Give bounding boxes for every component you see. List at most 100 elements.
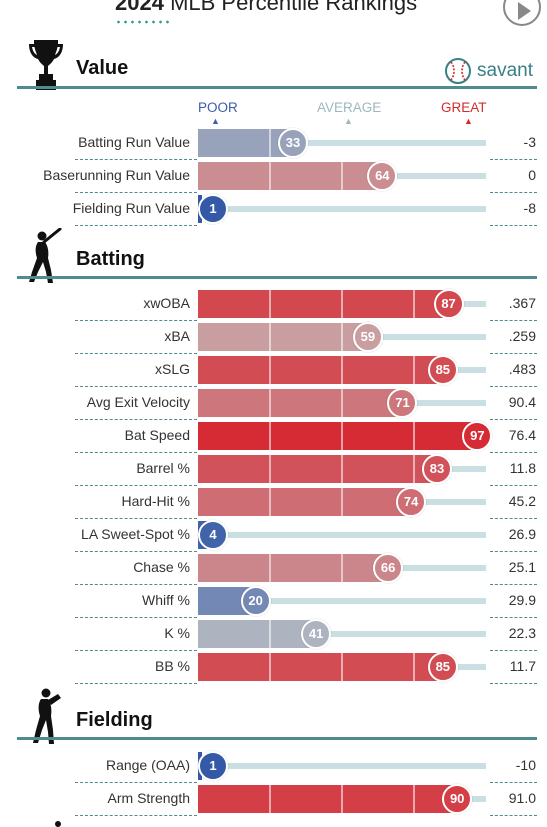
percentile-circle[interactable]: 85 [427,355,458,385]
quartile-tick [269,129,271,157]
quartile-tick [269,653,271,681]
metric-label: xwOBA [143,295,190,311]
title-text: MLB Percentile Rankings [163,0,418,15]
quartile-tick [269,290,271,318]
percentile-circle[interactable]: 90 [442,784,473,814]
baseball-icon [445,58,471,84]
percentile-bar [198,653,443,681]
metric-label: Hard-Hit % [121,493,190,509]
metric-value: 11.8 [509,460,536,476]
row-divider [75,452,197,453]
quartile-tick [341,488,343,516]
metric-value: .259 [508,328,536,344]
percentile-circle[interactable]: 41 [301,619,332,649]
section-title-fielding: Fielding [76,709,153,731]
scale-average-label: AVERAGE [317,100,382,115]
play-button[interactable] [503,0,541,26]
row-divider [75,782,197,783]
row-divider [490,353,537,354]
quartile-tick [269,162,271,190]
metric-label: BB % [154,658,190,674]
percentile-circle[interactable]: 64 [367,161,398,191]
row-divider [490,485,537,486]
average-arrow-icon: ▲ [344,116,353,126]
percentile-circle[interactable]: 97 [462,421,493,451]
percentile-bar [198,620,317,648]
metric-value: -8 [523,200,536,216]
quartile-tick [341,554,343,582]
bar-track [198,631,486,637]
percentile-circle[interactable]: 4 [198,520,228,550]
quartile-tick [413,785,415,813]
bar-track [198,140,486,146]
percentile-bar [198,488,412,516]
percentile-bar [198,455,438,483]
row-divider [75,815,197,816]
batter-icon [29,228,62,283]
quartile-tick [341,653,343,681]
row-divider [490,419,537,420]
percentile-circle[interactable]: 87 [433,289,464,319]
trophy-icon [29,40,63,90]
row-divider [490,518,537,519]
metric-label: LA Sweet-Spot % [81,526,190,542]
section-title-batting: Batting [76,248,145,270]
row-divider [75,683,197,684]
quartile-tick [341,323,343,351]
metric-label: Fielding Run Value [72,200,190,216]
quartile-tick [341,356,343,384]
play-icon [518,2,531,20]
percentile-circle[interactable]: 85 [427,652,458,682]
poor-arrow-icon: ▲ [211,116,220,126]
quartile-tick [269,323,271,351]
quartile-tick [269,389,271,417]
row-divider [75,551,197,552]
section-divider-batting [17,276,537,279]
scale-poor-label: POOR [198,100,238,115]
metric-value: 90.4 [508,394,536,410]
percentile-circle[interactable]: 1 [198,751,228,781]
bar-track [198,763,486,769]
quartile-tick [269,455,271,483]
quartile-tick [341,389,343,417]
metric-value: -10 [515,757,536,773]
percentile-circle[interactable]: 1 [198,194,228,224]
percentile-bar [198,323,368,351]
quartile-tick [269,422,271,450]
quartile-tick [413,455,415,483]
metric-value: 22.3 [508,625,536,641]
percentile-bar [198,356,443,384]
row-divider [490,320,537,321]
percentile-circle[interactable]: 66 [373,553,404,583]
percentile-bar [198,785,458,813]
metric-label: Whiff % [142,592,190,608]
row-divider [490,192,537,193]
percentile-circle[interactable]: 59 [352,322,383,352]
row-divider [490,159,537,160]
percentile-bar [198,290,449,318]
section-title-value: Value [76,57,129,79]
quartile-tick [269,620,271,648]
percentile-circle[interactable]: 20 [240,586,271,616]
metric-label: Bat Speed [124,427,190,443]
metric-label: Barrel % [136,460,190,476]
percentile-bar [198,129,294,157]
metric-label: K % [164,625,190,641]
row-divider [490,617,537,618]
quartile-tick [341,785,343,813]
savant-logo-text[interactable]: savant [477,60,533,81]
row-divider [490,650,537,651]
metric-label: xBA [164,328,190,344]
percentile-bar [198,389,403,417]
section-divider-value [17,86,537,89]
percentile-circle[interactable]: 74 [396,487,427,517]
scale-great-label: GREAT [441,100,487,115]
bar-track [198,532,486,538]
great-arrow-icon: ▲ [464,116,473,126]
percentile-circle[interactable]: 83 [422,454,453,484]
percentile-circle[interactable]: 71 [387,388,418,418]
row-divider [490,452,537,453]
percentile-circle[interactable]: 33 [278,128,309,158]
row-divider [75,353,197,354]
metric-label: Chase % [133,559,190,575]
